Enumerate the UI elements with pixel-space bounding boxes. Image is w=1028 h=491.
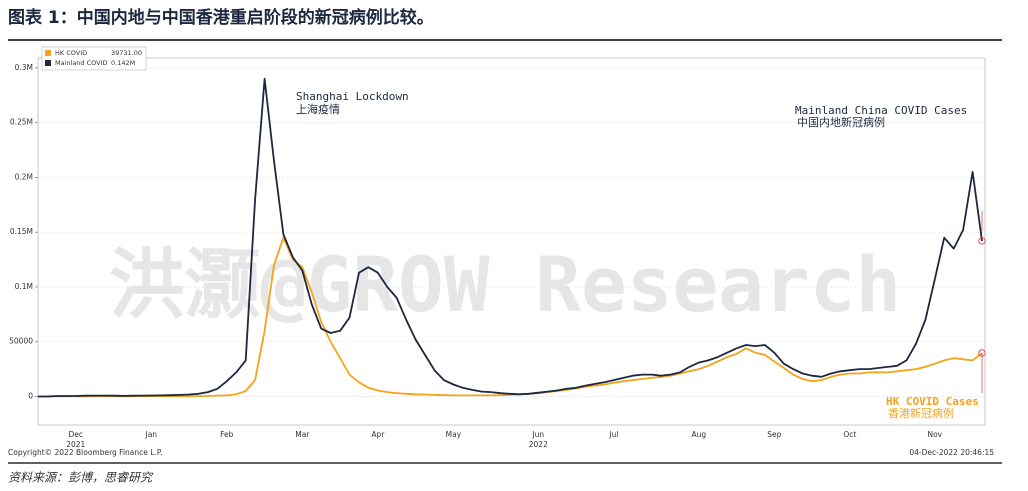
y-tick-label: 0.1M xyxy=(15,282,33,291)
legend-swatch xyxy=(45,50,51,56)
annotation: HK COVID Cases xyxy=(886,395,979,408)
annotation: 中国内地新冠病例 xyxy=(797,115,885,129)
legend-box xyxy=(41,46,147,71)
y-tick-label: 0.15M xyxy=(10,227,33,236)
page-title: 图表 1：中国内地与中国香港重启阶段的新冠病例比较。 xyxy=(8,7,434,28)
x-tick-label: May xyxy=(446,430,462,439)
y-tick-label: 50000 xyxy=(9,337,33,346)
legend-label: Mainland COVID xyxy=(55,59,108,67)
x-tick-label: Nov xyxy=(927,430,942,439)
x-tick-label: Jun xyxy=(531,430,544,439)
y-tick-label: 0.25M xyxy=(10,118,33,127)
x-year-label: 2022 xyxy=(529,440,548,449)
y-tick-label: 0 xyxy=(28,392,33,401)
x-tick-label: Sep xyxy=(767,430,781,439)
annotation: 上海疫情 xyxy=(296,102,340,116)
end-marker xyxy=(978,237,986,245)
watermark: 洪灏@GROW Research xyxy=(109,240,902,329)
source: 资料来源：彭博，思睿研究 xyxy=(8,471,154,485)
x-tick-label: Feb xyxy=(220,430,234,439)
copyright: Copyright© 2022 Bloomberg Finance L.P. xyxy=(8,448,163,457)
x-tick-label: Apr xyxy=(371,430,385,439)
series-line xyxy=(38,77,983,398)
x-tick-label: Mar xyxy=(295,430,310,439)
x-tick-label: Oct xyxy=(843,430,856,439)
end-marker xyxy=(978,349,986,357)
x-tick-label: Jan xyxy=(144,430,157,439)
annotation: 香港新冠病例 xyxy=(888,406,954,420)
annotation: Shanghai Lockdown xyxy=(296,90,409,103)
legend-label: HK COVID xyxy=(55,49,87,57)
x-tick-label: Jul xyxy=(608,430,618,439)
x-tick-label: Dec xyxy=(69,430,84,439)
timestamp: 04-Dec-2022 20:46:15 xyxy=(909,448,994,457)
legend-swatch xyxy=(45,60,51,66)
x-tick-label: Aug xyxy=(691,430,706,439)
annotation: Mainland China COVID Cases xyxy=(795,104,967,117)
y-tick-label: 0.2M xyxy=(15,172,33,181)
series-line xyxy=(38,236,983,398)
x-year-label: 2021 xyxy=(66,440,85,449)
legend-value: 0.142M xyxy=(111,59,135,67)
legend-value: 39731.00 xyxy=(111,49,142,57)
y-tick-label: 0.3M xyxy=(15,63,33,72)
